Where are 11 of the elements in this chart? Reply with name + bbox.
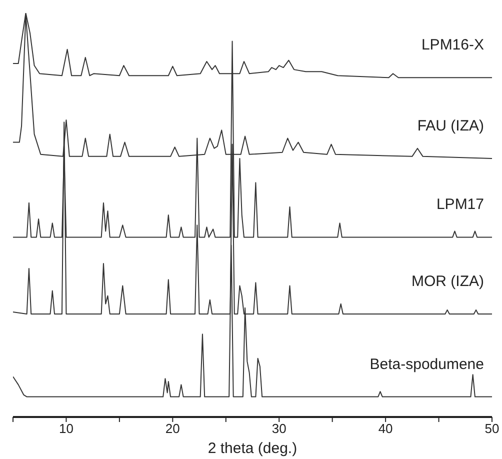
series-label: LPM16-X — [421, 36, 484, 54]
x-tick-label: 10 — [58, 421, 74, 436]
x-axis-title: 2 theta (deg.) — [208, 440, 298, 457]
series-label: Beta-spodumene — [370, 356, 484, 373]
series-label: FAU (IZA) — [417, 117, 484, 134]
series-label: MOR (IZA) — [412, 272, 484, 290]
series-label: LPM17 — [436, 196, 484, 214]
x-tick-label: 40 — [378, 421, 393, 436]
x-tick-label: 30 — [272, 421, 286, 436]
x-tick-label: 50 — [484, 421, 500, 436]
x-tick-label: 20 — [165, 421, 180, 436]
